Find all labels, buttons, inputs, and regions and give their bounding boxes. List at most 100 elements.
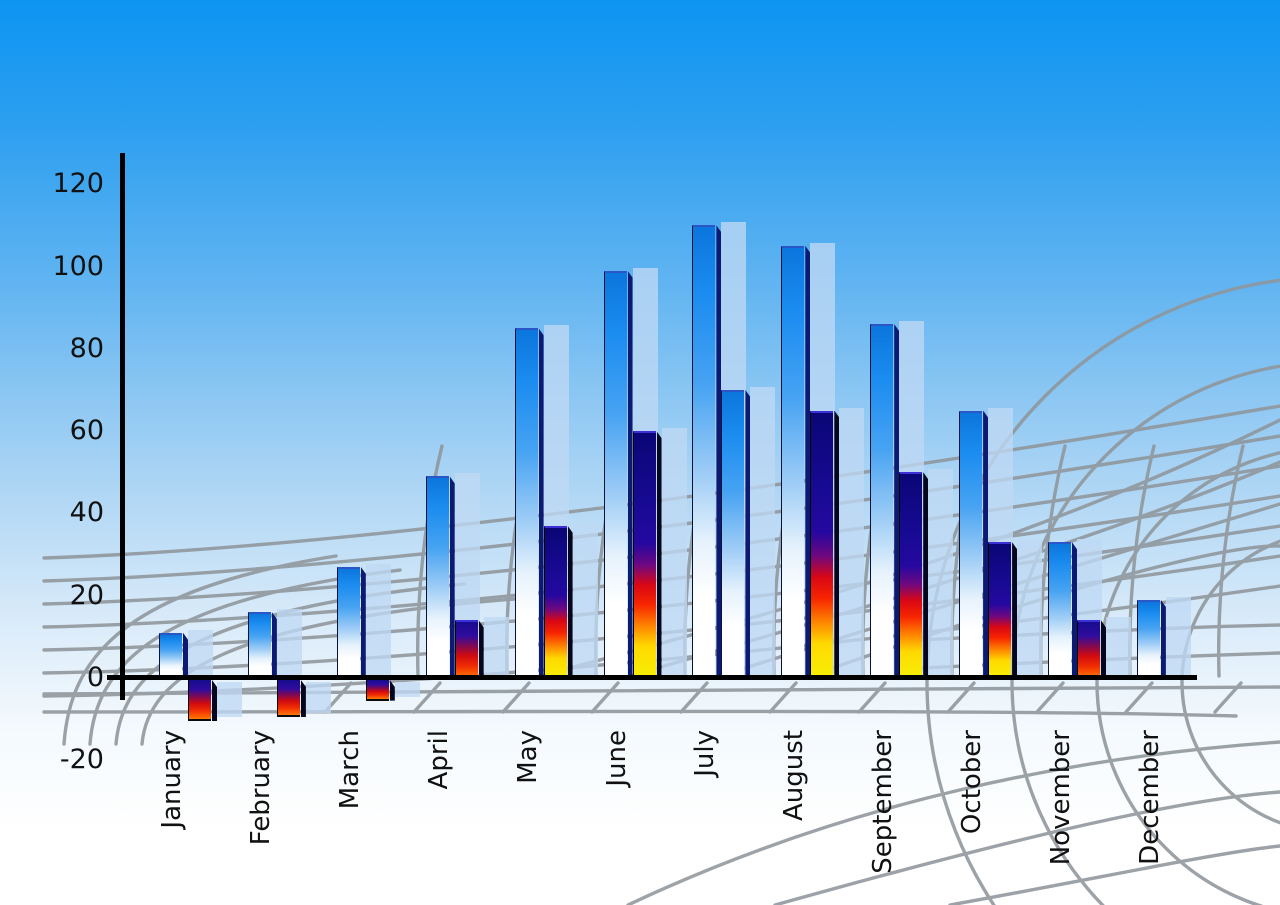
y-tick-label: 60: [69, 415, 104, 447]
bar-side-edge: [449, 476, 455, 678]
bar-face: [988, 542, 1012, 678]
bar-side-edge: [834, 410, 840, 678]
y-axis-line: [120, 153, 125, 700]
shadow-july-secondary: [750, 386, 776, 678]
bar-december-primary: [1136, 599, 1166, 678]
bar-face: [899, 472, 923, 678]
bar-october-primary: [959, 410, 989, 678]
bar-june-primary: [603, 270, 633, 678]
bar-side-edge: [983, 410, 989, 678]
month-label-march: March: [334, 730, 365, 810]
bar-side-edge: [389, 680, 395, 701]
bar-march-secondary: [365, 680, 395, 701]
bar-february-primary: [247, 612, 277, 678]
bar-april-secondary: [454, 620, 484, 678]
y-tick-label: 0: [86, 662, 104, 693]
bar-october-secondary: [988, 542, 1018, 678]
bar-face: [454, 620, 478, 678]
bar-face: [336, 566, 360, 678]
bar-side-edge: [656, 431, 662, 678]
x-axis-line: [107, 675, 1197, 680]
month-label-november: November: [1046, 730, 1076, 866]
month-label-april: April: [423, 730, 454, 790]
bar-side-edge: [1160, 599, 1166, 678]
bar-face: [959, 410, 983, 678]
bar-side-edge: [894, 324, 900, 678]
bar-november-secondary: [1077, 620, 1106, 678]
bar-face: [425, 476, 449, 678]
month-label-august: August: [779, 730, 810, 821]
bar-side-edge: [627, 270, 633, 678]
bar-july-secondary: [721, 389, 751, 678]
bar-side-edge: [1072, 542, 1077, 678]
bar-side-edge: [716, 225, 722, 678]
bar-face: [276, 680, 300, 718]
bar-face: [365, 680, 389, 701]
shadow-april-secondary: [483, 617, 509, 678]
bar-face: [721, 389, 745, 678]
month-label-june: June: [601, 730, 632, 787]
bar-side-edge: [1012, 542, 1018, 678]
bar-september-primary: [870, 324, 900, 678]
shadow-november-secondary: [1106, 617, 1131, 678]
bar-january-secondary: [188, 680, 217, 722]
bar-face: [632, 431, 656, 678]
bar-face: [810, 410, 834, 678]
bar-side-edge: [745, 389, 751, 678]
bar-september-secondary: [899, 472, 929, 678]
bar-face: [1136, 599, 1160, 678]
y-tick-label: 20: [69, 579, 104, 611]
bar-face: [692, 225, 716, 678]
shadow-october-secondary: [1017, 539, 1043, 678]
bar-side-edge: [805, 245, 811, 678]
bar-april-primary: [425, 476, 455, 678]
bar-side-edge: [271, 612, 277, 678]
month-label-may: May: [512, 730, 543, 784]
bar-face: [870, 324, 894, 678]
y-tick-label: 40: [69, 497, 104, 529]
bar-side-edge: [300, 680, 306, 718]
bar-face: [247, 612, 271, 678]
y-tick-label: 120: [52, 168, 104, 200]
bar-side-edge: [1101, 620, 1106, 678]
bar-face: [188, 680, 211, 722]
shadow-january-primary: [188, 629, 213, 678]
bar-january-primary: [159, 632, 188, 678]
month-label-february: February: [245, 730, 276, 846]
bar-side-edge: [360, 566, 366, 678]
bar-face: [1077, 620, 1100, 678]
bar-side-edge: [538, 328, 544, 678]
bar-march-primary: [336, 566, 366, 678]
bar-face: [159, 632, 182, 678]
shadow-january-secondary: [217, 682, 242, 718]
shadow-february-secondary: [305, 682, 331, 714]
shadow-march-primary: [365, 563, 391, 678]
bar-side-edge: [567, 525, 573, 678]
y-tick-label: 100: [52, 250, 104, 282]
bar-february-secondary: [276, 680, 306, 718]
bar-august-secondary: [810, 410, 840, 678]
bar-may-secondary: [543, 525, 573, 678]
shadow-february-primary: [276, 609, 302, 678]
bar-side-edge: [923, 472, 929, 678]
month-label-december: December: [1134, 730, 1165, 865]
shadow-may-secondary: [572, 522, 598, 678]
y-tick-label: -20: [59, 744, 104, 776]
bar-face: [781, 245, 805, 678]
bar-august-primary: [781, 245, 811, 678]
month-label-july: July: [690, 730, 721, 777]
shadow-march-secondary: [394, 682, 420, 697]
bar-side-edge: [212, 680, 217, 722]
y-tick-label: 80: [69, 332, 104, 364]
bar-november-primary: [1048, 542, 1077, 678]
shadow-june-secondary: [661, 428, 687, 678]
shadow-august-secondary: [839, 407, 865, 678]
bar-june-secondary: [632, 431, 662, 678]
month-label-january: January: [157, 730, 187, 829]
month-label-october: October: [957, 730, 988, 835]
bar-may-primary: [514, 328, 544, 678]
bar-face: [514, 328, 538, 678]
bar-side-edge: [183, 632, 188, 678]
